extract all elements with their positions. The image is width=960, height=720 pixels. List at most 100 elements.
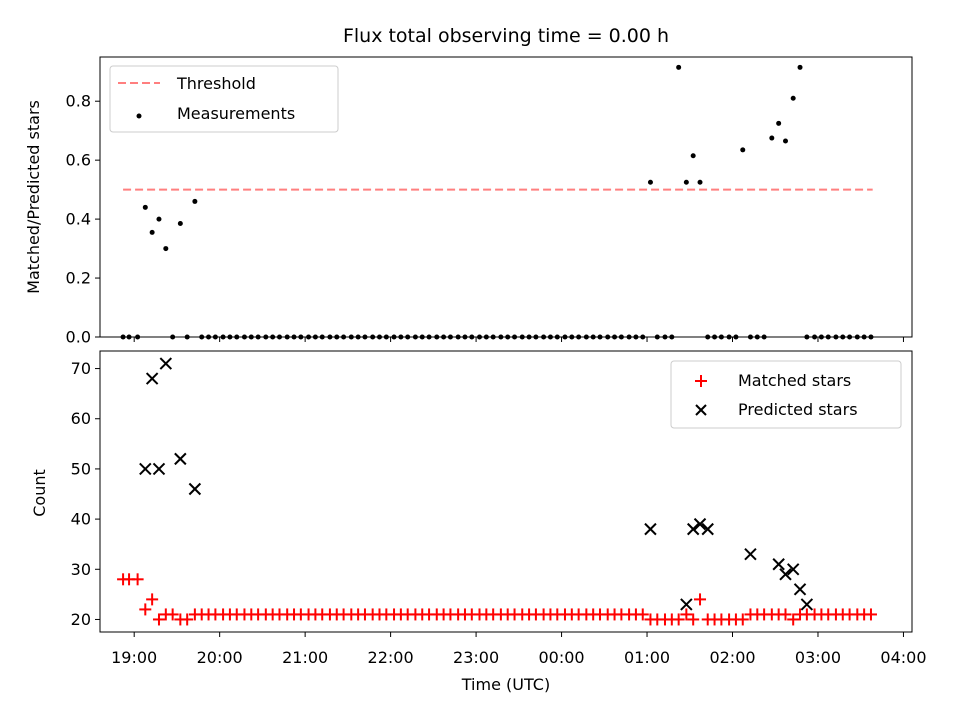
predicted-point-b (680, 598, 693, 611)
matched-points-layer (117, 573, 877, 626)
bottom-xtick-label: 21:00 (282, 648, 328, 667)
measurement-point (647, 179, 653, 185)
bottom-y-ticks: 20 30 40 50 60 70 (71, 359, 100, 629)
bottom-axes-frame (99, 350, 913, 633)
top-ytick-label: 0.0 (66, 328, 91, 347)
predicted-point-b (159, 357, 173, 370)
predicted-point (686, 522, 700, 536)
predicted-point (139, 462, 152, 476)
predicted-point-b (800, 598, 814, 611)
predicted-point-b (174, 452, 187, 466)
legend-matched-swatch (695, 375, 707, 387)
legend-predicted-label: Predicted stars (738, 400, 858, 419)
top-y-ticks: 0.0 0.2 0.4 0.6 0.8 (66, 92, 100, 347)
legend-measurements-label: Measurements (177, 104, 295, 123)
top-ytick-label: 0.4 (66, 210, 91, 229)
bottom-ytick-label: 20 (71, 610, 91, 629)
measurement-point (769, 135, 775, 141)
legend-threshold-label: Threshold (176, 74, 256, 93)
predicted-point (793, 583, 807, 596)
top-ytick-label: 0.6 (66, 151, 91, 170)
predicted-point-b (701, 522, 714, 536)
matched-point (672, 613, 685, 626)
predicted-points-layer (139, 357, 814, 611)
predicted-point (159, 357, 173, 370)
predicted-point-b (772, 558, 785, 571)
measurement-point (740, 147, 746, 153)
bottom-xtick-label: 04:00 (880, 648, 926, 667)
measurement-point (697, 179, 703, 185)
predicted-point-b (779, 568, 792, 581)
bottom-xtick-label: 02:00 (709, 648, 755, 667)
matched-point (736, 613, 749, 626)
matched-point (166, 608, 179, 621)
matched-point (181, 613, 194, 626)
bottom-ytick-label: 70 (71, 359, 91, 378)
measurement-point (177, 221, 183, 227)
predicted-point (644, 522, 657, 536)
top-legend-box (109, 65, 339, 133)
matched-point (864, 608, 877, 621)
predicted-point (744, 548, 757, 561)
predicted-point (152, 462, 166, 476)
bottom-ylabel: Count (30, 469, 49, 517)
predicted-point-b (786, 563, 800, 576)
measurement-point (683, 179, 689, 185)
measurement-point (676, 64, 682, 70)
bottom-xtick-label: 22:00 (368, 648, 414, 667)
predicted-point-b (139, 462, 152, 476)
predicted-point (174, 452, 187, 466)
measurement-point (782, 138, 788, 144)
bottom-x-ticks: 19:00 20:00 21:00 22:00 23:00 00:00 01:00 02:00… (111, 632, 927, 667)
top-x-ticks (133, 337, 904, 342)
bottom-xlabel: Time (UTC) (461, 675, 550, 694)
bottom-xtick-label: 23:00 (453, 648, 499, 667)
predicted-point-b (693, 517, 707, 531)
top-axes-frame (99, 56, 913, 338)
matched-point (146, 593, 159, 606)
bottom-xtick-label: 03:00 (795, 648, 841, 667)
predicted-point (188, 482, 202, 496)
bottom-xtick-label: 00:00 (539, 648, 585, 667)
bottom-legend: Matched stars Predicted stars (670, 360, 902, 429)
measurement-point (192, 198, 198, 204)
measurement-point (797, 64, 803, 70)
predicted-point (145, 372, 159, 385)
predicted-point-b (145, 372, 159, 385)
matched-point (131, 573, 144, 586)
legend-predicted-swatch (695, 404, 707, 416)
measurement-point (142, 204, 148, 210)
matched-point (636, 608, 649, 621)
bottom-panel: 20 30 40 50 60 70 19:00 20:00 21:00 22:00 23:00 00… (30, 350, 927, 694)
bottom-ytick-label: 30 (71, 560, 91, 579)
predicted-point-b (793, 583, 807, 596)
top-ytick-label: 0.8 (66, 92, 91, 111)
chart-title: Flux total observing time = 0.00 h (343, 25, 669, 47)
top-panel: 0.00.20.40.60.8 Matched/Predicted stars … (24, 56, 913, 347)
matched-point (139, 603, 152, 616)
bottom-xtick-label: 20:00 (197, 648, 243, 667)
matched-point (687, 613, 700, 626)
legend-matched-label: Matched stars (738, 371, 851, 390)
measurement-point (690, 153, 696, 159)
top-ytick-label: 0.2 (66, 269, 91, 288)
measurement-point (149, 229, 155, 235)
predicted-point (786, 563, 800, 576)
predicted-point (680, 598, 693, 611)
measurement-point (790, 95, 796, 101)
matched-point (779, 608, 792, 621)
bottom-xtick-label: 19:00 (111, 648, 157, 667)
predicted-point-b (188, 482, 202, 496)
predicted-point-b (686, 522, 700, 536)
matched-point (152, 613, 165, 626)
predicted-point (772, 558, 785, 571)
top-ylabel: Matched/Predicted stars (24, 100, 43, 294)
predicted-point (800, 598, 814, 611)
measurement-point (776, 120, 782, 126)
matched-point (694, 593, 707, 606)
legend-measurements-swatch (136, 113, 142, 119)
bottom-ytick-label: 50 (71, 459, 91, 478)
predicted-point (693, 517, 707, 531)
